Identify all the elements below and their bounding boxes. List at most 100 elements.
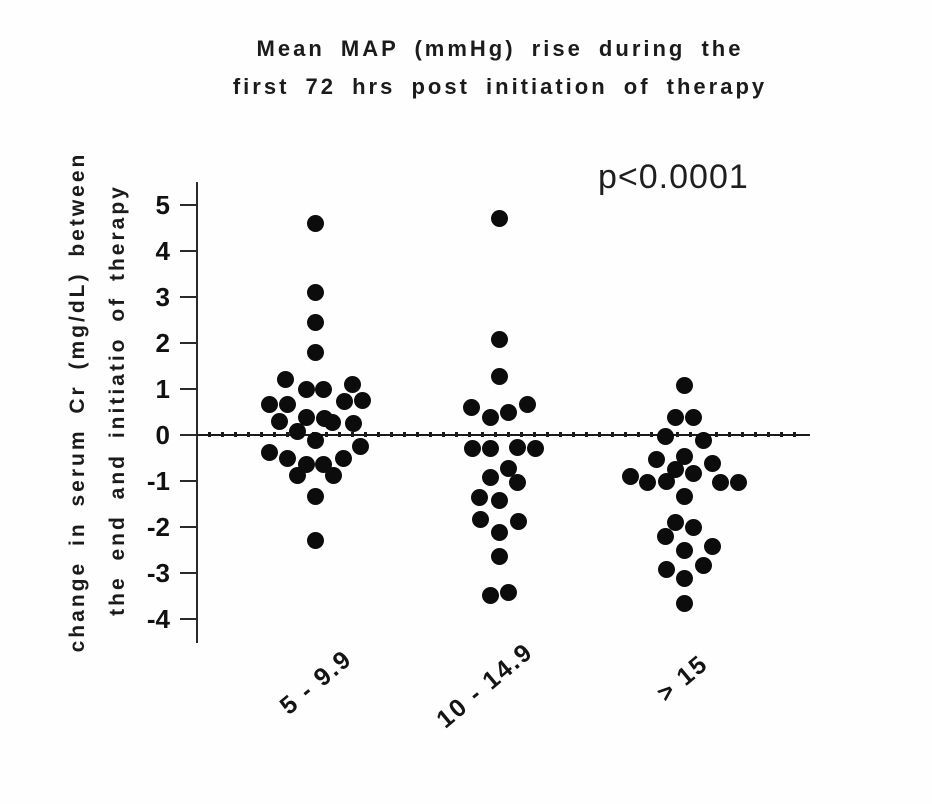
- data-point: [490, 524, 508, 542]
- y-tick-mark: [180, 434, 197, 436]
- data-point: [647, 451, 665, 469]
- y-axis-line: [196, 182, 198, 643]
- data-point: [499, 459, 517, 477]
- x-group-label-5-9.9: 5 - 9.9: [274, 644, 358, 721]
- data-point: [270, 412, 288, 430]
- data-point: [470, 488, 488, 506]
- y-tick-label: -2: [146, 512, 170, 542]
- data-point: [684, 464, 702, 482]
- data-point: [499, 404, 517, 422]
- data-point: [666, 514, 684, 532]
- data-point: [711, 474, 729, 492]
- data-point: [703, 538, 721, 556]
- data-point: [344, 414, 362, 432]
- y-tick-label: -1: [146, 466, 170, 496]
- data-point: [260, 444, 278, 462]
- chart-title: Mean MAP (mmHg) rise during the first 72…: [180, 30, 820, 106]
- data-point: [306, 313, 324, 331]
- data-point: [694, 556, 712, 574]
- y-tick-label: 5: [155, 190, 170, 220]
- data-point: [675, 487, 693, 505]
- data-point: [471, 510, 489, 528]
- chart-title-line2: first 72 hrs post initiation of therapy: [232, 74, 768, 99]
- data-point: [351, 437, 369, 455]
- data-point: [499, 584, 517, 602]
- data-point: [276, 371, 294, 389]
- data-point: [288, 467, 306, 485]
- data-point: [703, 454, 721, 472]
- data-point: [666, 409, 684, 427]
- data-point: [657, 561, 675, 579]
- data-point: [306, 283, 324, 301]
- y-tick-label: 4: [155, 236, 170, 266]
- data-point: [490, 367, 508, 385]
- data-point: [462, 399, 480, 417]
- data-point: [297, 381, 315, 399]
- y-tick-mark: [180, 250, 197, 252]
- data-point: [481, 586, 499, 604]
- data-point: [490, 492, 508, 510]
- data-point: [278, 450, 296, 468]
- data-point: [675, 542, 693, 560]
- y-axis-label-line1: change in serum Cr (mg/dL) between: [66, 151, 89, 653]
- data-point: [306, 343, 324, 361]
- data-point: [675, 569, 693, 587]
- y-tick-label: 1: [155, 374, 170, 404]
- data-point: [518, 395, 536, 413]
- data-point: [481, 409, 499, 427]
- chart-title-line1: Mean MAP (mmHg) rise during the: [256, 36, 744, 61]
- data-point: [490, 548, 508, 566]
- data-point: [288, 423, 306, 441]
- p-value-annotation: p<0.0001: [598, 158, 749, 196]
- data-point: [343, 375, 361, 393]
- data-point: [508, 439, 526, 457]
- data-point: [729, 474, 747, 492]
- data-point: [638, 474, 656, 492]
- data-point: [323, 413, 341, 431]
- data-point: [353, 391, 371, 409]
- data-point: [490, 210, 508, 228]
- data-point: [694, 432, 712, 450]
- y-tick-mark: [180, 342, 197, 344]
- data-point: [314, 380, 332, 398]
- data-point: [656, 428, 674, 446]
- data-point: [656, 527, 674, 545]
- data-point: [463, 440, 481, 458]
- data-point: [278, 395, 296, 413]
- data-point: [260, 395, 278, 413]
- data-point: [621, 468, 639, 486]
- data-point: [306, 532, 324, 550]
- data-point: [490, 331, 508, 349]
- data-point: [306, 214, 324, 232]
- y-tick-label: 3: [155, 282, 170, 312]
- data-point: [334, 450, 352, 468]
- data-point: [675, 595, 693, 613]
- x-group-label-10-14.9: 10 - 14.9: [431, 637, 539, 734]
- data-point: [481, 440, 499, 458]
- data-point: [657, 473, 675, 491]
- y-tick-mark: [180, 572, 197, 574]
- data-point: [684, 518, 702, 536]
- data-point: [509, 512, 527, 530]
- y-tick-label: -3: [146, 558, 170, 588]
- data-point: [684, 409, 702, 427]
- data-point: [526, 440, 544, 458]
- y-tick-mark: [180, 296, 197, 298]
- data-point: [481, 469, 499, 487]
- y-tick-mark: [180, 388, 197, 390]
- y-tick-mark: [180, 204, 197, 206]
- y-tick-label: 2: [155, 328, 170, 358]
- data-point: [335, 393, 353, 411]
- y-tick-mark: [180, 480, 197, 482]
- zero-reference-line-ticks: [208, 432, 806, 437]
- x-group-label-gt-15: > 15: [651, 649, 714, 708]
- data-point: [297, 409, 315, 427]
- y-tick-label: -4: [146, 604, 170, 634]
- data-point: [306, 431, 324, 449]
- y-tick-mark: [180, 526, 197, 528]
- data-point: [306, 487, 324, 505]
- y-tick-mark: [180, 618, 197, 620]
- data-point: [324, 467, 342, 485]
- data-point: [508, 474, 526, 492]
